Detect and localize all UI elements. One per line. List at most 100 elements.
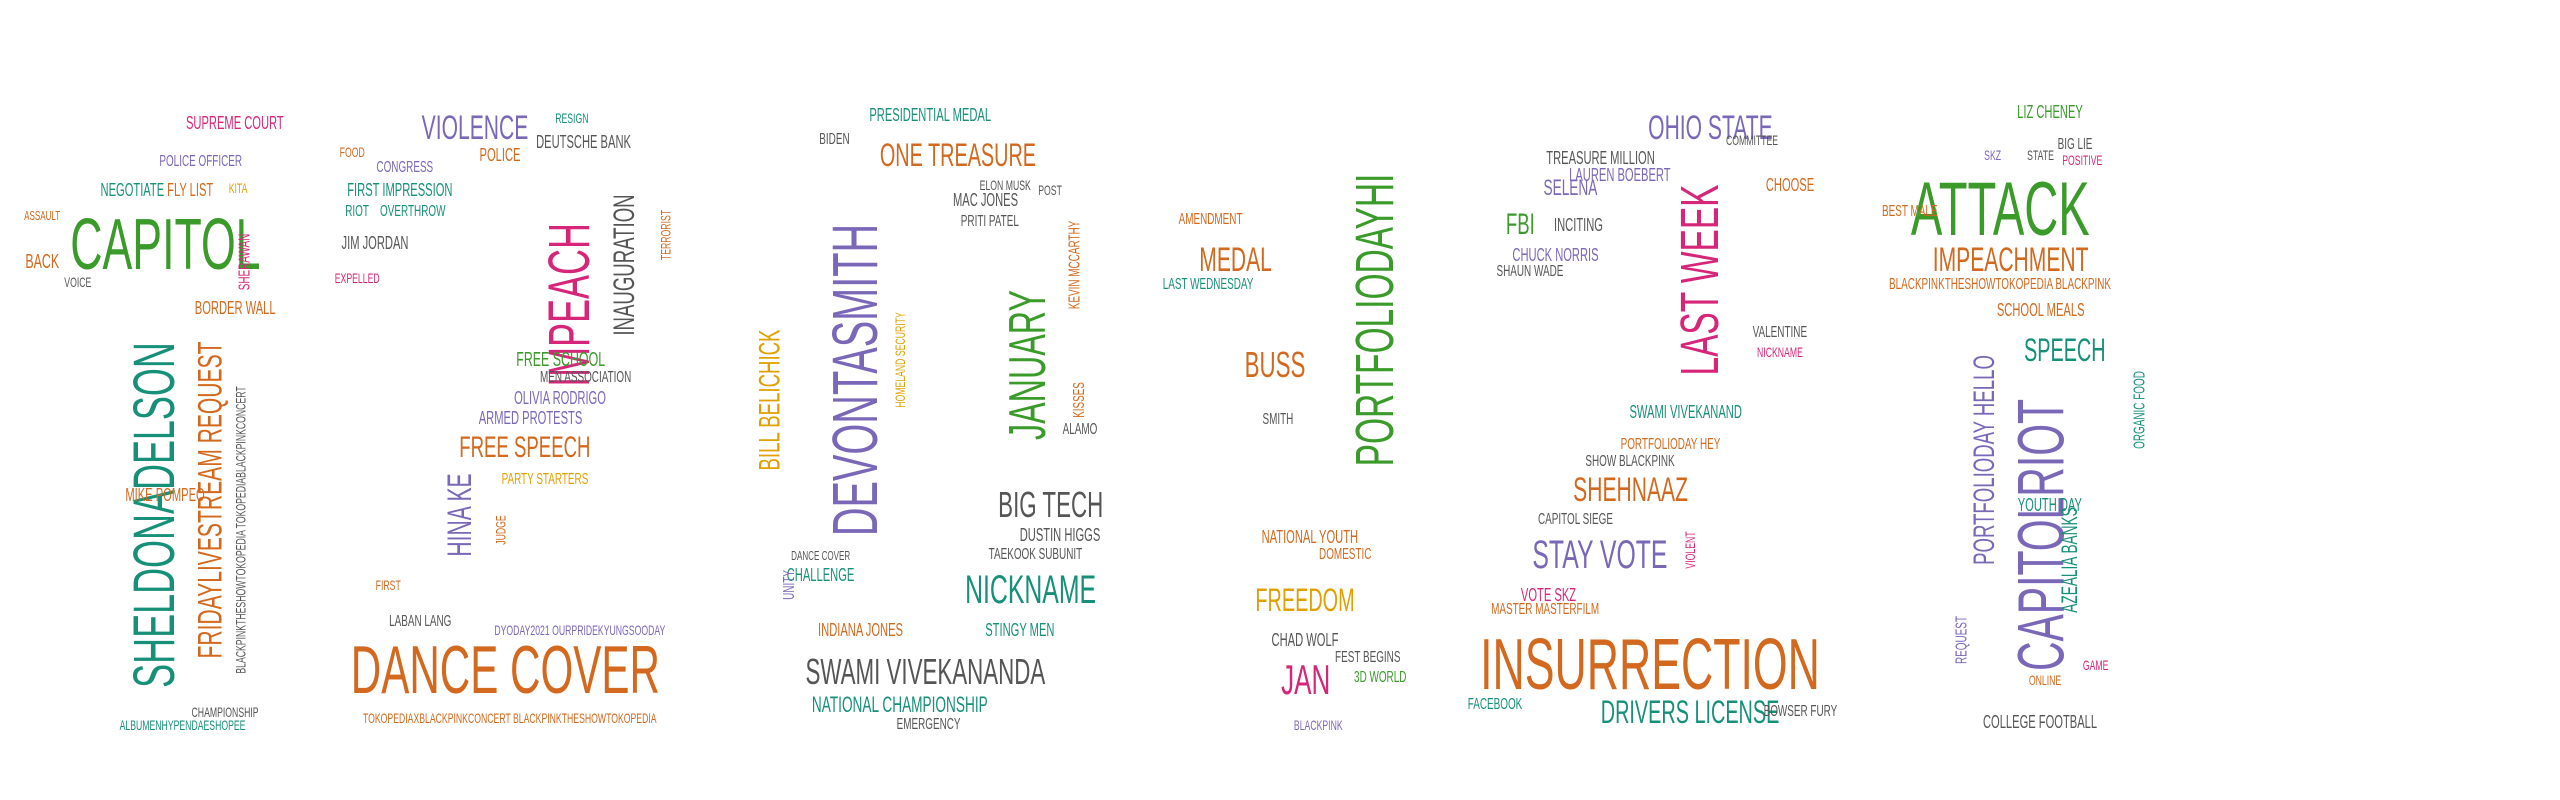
word-fly-list: FLY LIST — [167, 180, 214, 200]
word-elon-musk: ELON MUSK — [979, 177, 1031, 193]
word-mike-pompeo: MIKE POMPEO — [125, 485, 205, 505]
word-chuck-norris: CHUCK NORRIS — [1511, 245, 1599, 265]
word-food: FOOD — [339, 144, 365, 160]
word-dance-cover: DANCE COVER — [790, 547, 850, 563]
word-free-speech: FREE SPEECH — [459, 431, 591, 464]
word-laban-lang: LABAN LANG — [389, 613, 452, 630]
word-show-blackpink: SHOW BLACKPINK — [1585, 453, 1675, 470]
word-priti-patel: PRITI PATEL — [960, 213, 1019, 230]
word-bill-belichick: BILL BELICHICK — [753, 329, 787, 471]
word-shaun-wade: SHAUN WADE — [1496, 263, 1564, 280]
word-olivia-rodrigo: OLIVIA RODRIGO — [514, 388, 606, 408]
word-deutsche-bank: DEUTSCHE BANK — [535, 132, 631, 152]
word-first: FIRST — [375, 577, 401, 593]
word-nickname: NICKNAME — [1757, 344, 1803, 360]
word-terrorist: TERRORIST — [656, 209, 673, 261]
word-albumenhypendaeshopee: ALBUMENHYPENDAESHOPEE — [119, 717, 245, 733]
word-game: GAME — [2082, 657, 2108, 673]
word-free-school: FREE SCHOOL — [515, 349, 605, 371]
word-one-treasure: ONE TREASURE — [879, 137, 1037, 173]
word-bowser-fury: BOWSER FURY — [1763, 703, 1837, 720]
word-attack: ATTACK — [1910, 167, 2090, 252]
word-last-week: LAST WEEK — [1670, 184, 1731, 376]
word-hina-ke: HINA KE — [441, 473, 480, 557]
word-blackpinktheshowtokopedia-tokopediablackpinkconcert: BLACKPINKTHESHOWTOKOPEDIA TOKOPEDIABLACK… — [232, 386, 249, 674]
word-congress: CONGRESS — [376, 159, 434, 176]
word-emergency: EMERGENCY — [896, 716, 961, 733]
word-violence: VIOLENCE — [421, 109, 529, 147]
word-dustin-higgs: DUSTIN HIGGS — [1019, 525, 1101, 545]
word-resign: RESIGN — [555, 110, 589, 126]
word-post: POST — [1038, 182, 1062, 198]
word-riot: RIOT — [345, 203, 369, 220]
word-organic-food: ORGANIC FOOD — [2131, 371, 2149, 449]
word-selena: SELENA — [1542, 175, 1597, 200]
word-shehnaaz: SHEHNAAZ — [1572, 471, 1688, 509]
word-sherawan: SHERAWAN — [236, 233, 254, 291]
word-back: BACK — [25, 251, 60, 273]
word-master-masterfilm: MASTER MASTERFILM — [1491, 601, 1600, 618]
word-fest-begins: FEST BEGINS — [1335, 649, 1401, 666]
word-kita: KITA — [228, 180, 248, 196]
word-national-youth: NATIONAL YOUTH — [1261, 527, 1359, 547]
word-blackpink: BLACKPINK — [1293, 717, 1343, 733]
word-championship: CHAMPIONSHIP — [191, 704, 259, 720]
word-nickname: NICKNAME — [964, 568, 1096, 612]
word-school-meals: SCHOOL MEALS — [1996, 300, 2085, 320]
word-capitol: CAPITOL — [69, 205, 260, 285]
word-police-officer: POLICE OFFICER — [158, 153, 242, 170]
word-vote-skz: VOTE SKZ — [1520, 585, 1576, 605]
word-facebook: FACEBOOK — [1467, 696, 1523, 713]
word-capitol-siege: CAPITOL SIEGE — [1537, 511, 1613, 528]
word-choose: CHOOSE — [1765, 175, 1815, 195]
word-negotiate: NEGOTIATE — [100, 180, 164, 200]
word-valentine: VALENTINE — [1752, 324, 1808, 341]
word-expelled: EXPELLED — [334, 270, 380, 286]
word-college-football: COLLEGE FOOTBALL — [1982, 712, 2098, 732]
word-swami-vivekananda: SWAMI VIVEKANANDA — [804, 651, 1045, 692]
word-insurrection: INSURRECTION — [1480, 625, 1820, 705]
word-buss: BUSS — [1244, 344, 1306, 385]
word-best-male: BEST MALE — [1882, 203, 1938, 220]
word-medal: MEDAL — [1198, 241, 1272, 279]
word-tokopediaxblackpinkconcert-blackpinktheshowtokopedia: TOKOPEDIAXBLACKPINKCONCERT BLACKPINKTHES… — [362, 710, 657, 726]
word-sheldonadelson: SHELDONADELSON — [121, 342, 187, 688]
word-inciting: INCITING — [1553, 215, 1603, 235]
word-dance-cover: DANCE COVER — [350, 632, 660, 708]
word-stingy-men: STINGY MEN — [985, 620, 1055, 640]
word-azealia-banks: AZEALIA BANKS — [2056, 507, 2082, 613]
word-big-lie: BIG LIE — [2057, 136, 2093, 153]
word-homeland-security: HOMELAND SECURITY — [892, 312, 909, 408]
word-biden: BIDEN — [818, 131, 850, 148]
word-portfolioday-hello: PORTFOLIODAY HELLO — [1968, 355, 2002, 565]
word-3d-world: 3D WORLD — [1354, 669, 1407, 686]
word-first-impression: FIRST IMPRESSION — [347, 180, 453, 200]
word-violent: VIOLENT — [1681, 531, 1698, 569]
word-alamo: ALAMO — [1062, 421, 1098, 438]
word-taekook-subunit: TAEKOOK SUBUNIT — [988, 546, 1082, 563]
word-portfoliodayhi: PORTFOLIODAYHI — [1345, 173, 1406, 467]
word-big-tech: BIG TECH — [997, 484, 1103, 525]
word-voice: VOICE — [64, 274, 92, 290]
word-armed-protests: ARMED PROTESTS — [478, 408, 582, 428]
word-kisses: KISSES — [1070, 382, 1088, 418]
word-overthrow: OVERTHROW — [379, 203, 445, 220]
word-state: STATE — [2026, 147, 2054, 163]
word-stay-vote: STAY VOTE — [1532, 533, 1668, 577]
word-dyoday2021-ourpridekyungsooday: DYODAY2021 OURPRIDEKYUNGSOODAY — [494, 622, 666, 638]
word-kevin-mccarthy: KEVIN MCCARTHY — [1065, 220, 1083, 310]
word-online: ONLINE — [2028, 672, 2062, 688]
word-youth-day: YOUTH DAY — [2017, 495, 2082, 515]
word-men-association: MEN ASSOCIATION — [539, 369, 631, 386]
word-ohio-state: OHIO STATE — [1647, 109, 1773, 147]
word-blackpinktheshowtokopedia-blackpink: BLACKPINKTHESHOWTOKOPEDIA BLACKPINK — [1889, 276, 2112, 293]
word-impeachment: IMPEACHMENT — [1932, 241, 2088, 279]
word-drivers-license: DRIVERS LICENSE — [1600, 694, 1780, 730]
word-liz-cheney: LIZ CHENEY — [2017, 102, 2083, 122]
word-challenge: CHALLENGE — [786, 565, 854, 585]
word-supreme-court: SUPREME COURT — [185, 113, 284, 133]
word-jim-jordan: JIM JORDAN — [341, 233, 409, 253]
word-presidential-medal: PRESIDENTIAL MEDAL — [869, 105, 992, 125]
word-national-championship: NATIONAL CHAMPIONSHIP — [811, 692, 988, 717]
word-committee: COMMITTEE — [1725, 132, 1779, 148]
